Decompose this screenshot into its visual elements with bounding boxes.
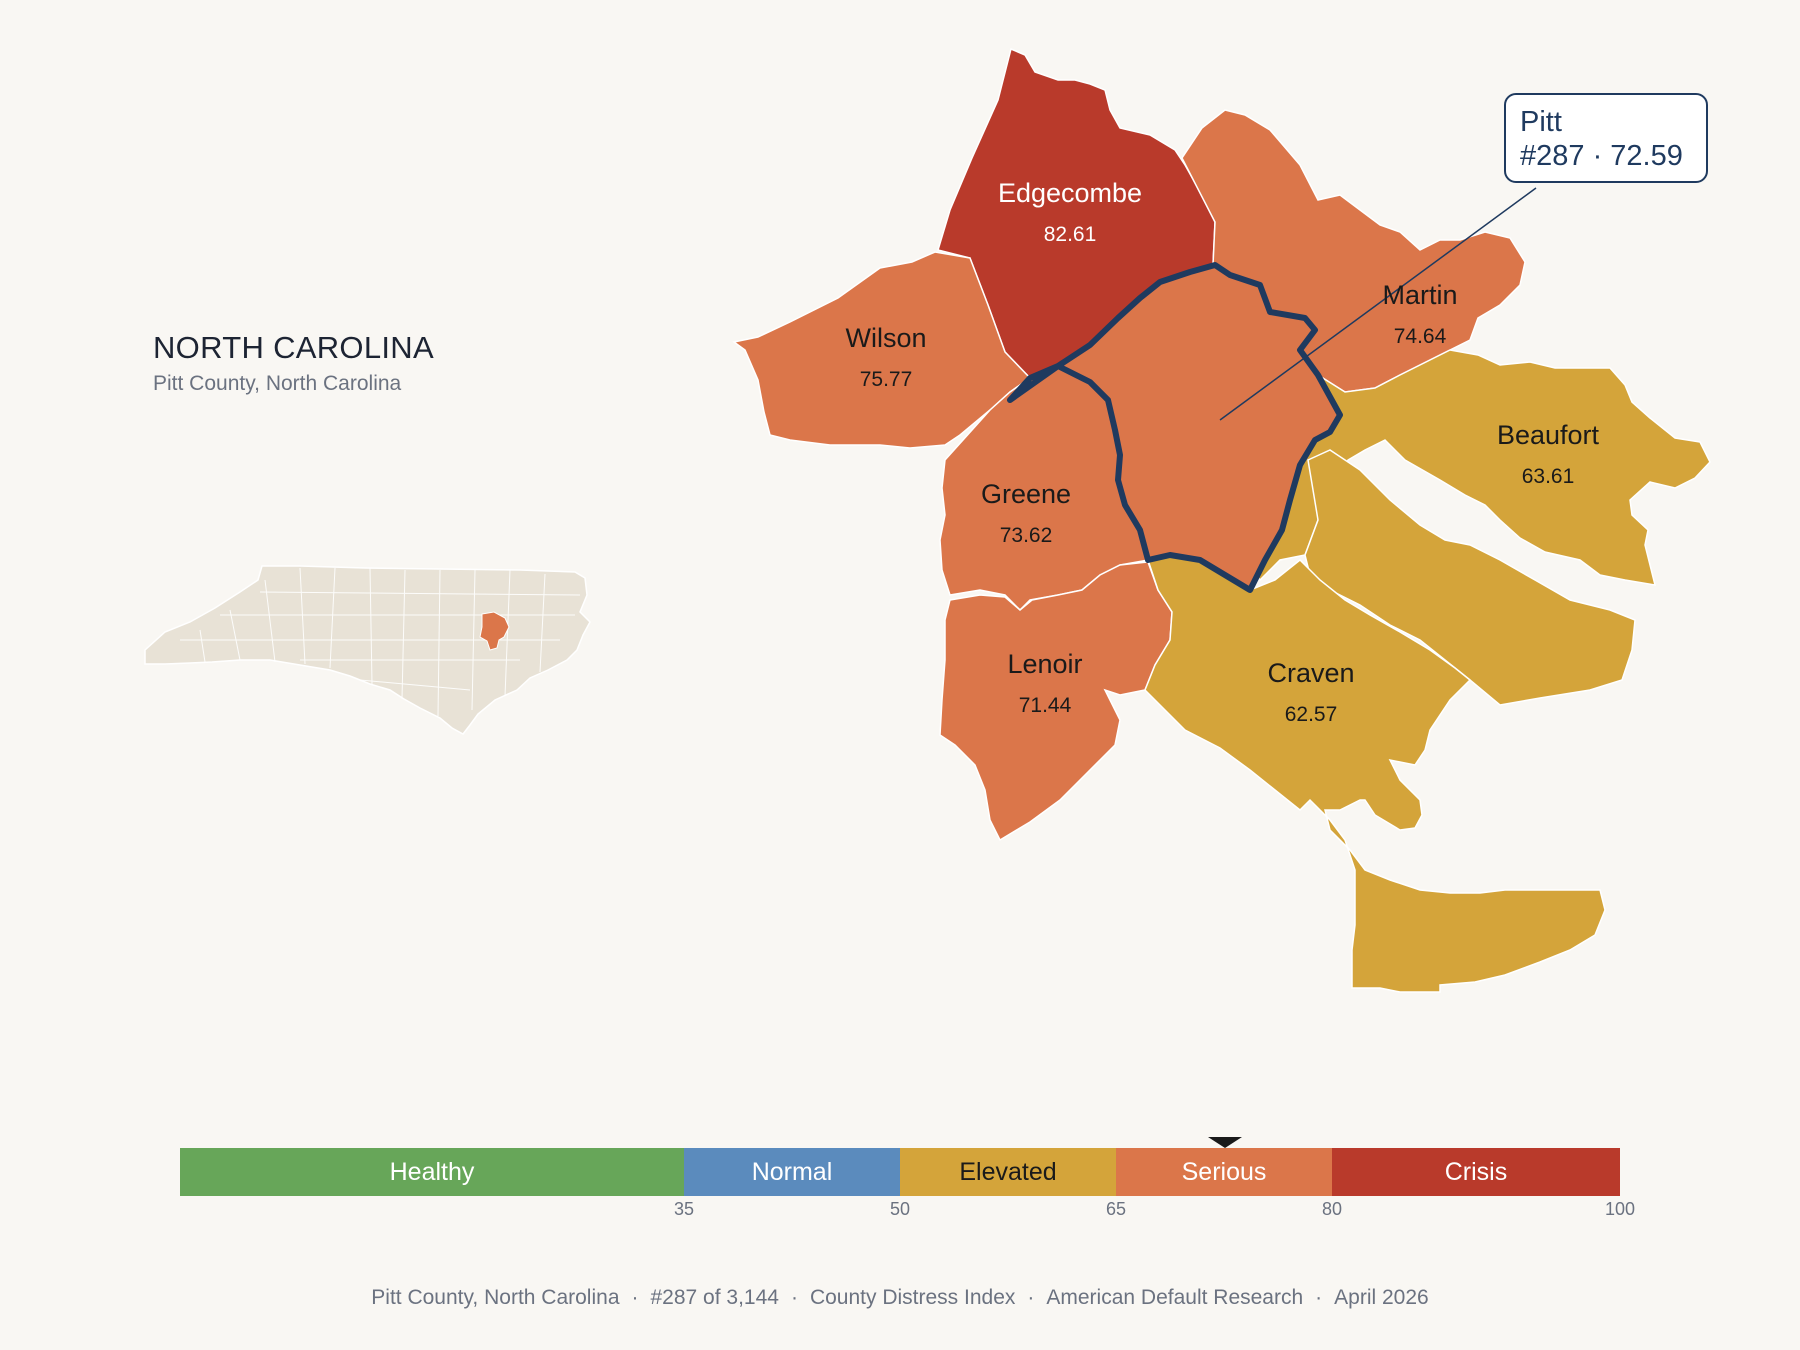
legend-segment-normal: Normal xyxy=(684,1148,900,1196)
legend-segment-elevated: Elevated xyxy=(900,1148,1116,1196)
footer-rank: #287 of 3,144 xyxy=(650,1286,779,1309)
label-martin-score: 74.64 xyxy=(1394,325,1447,348)
label-craven-score: 62.57 xyxy=(1285,703,1338,726)
footer-date: April 2026 xyxy=(1334,1286,1429,1309)
label-edgecombe-score: 82.61 xyxy=(1044,223,1097,246)
label-beaufort-score: 63.61 xyxy=(1522,465,1575,488)
footer-index: County Distress Index xyxy=(809,1286,1016,1309)
pitt-highlight-outline xyxy=(1007,262,1343,593)
label-lenoir-score: 71.44 xyxy=(1019,694,1072,717)
label-craven-name: Craven xyxy=(1267,658,1354,688)
label-greene-score: 73.62 xyxy=(1000,524,1053,547)
footer-separator: · xyxy=(1027,1286,1035,1309)
label-wilson-score: 75.77 xyxy=(860,368,913,391)
legend-tick-35: 35 xyxy=(673,1199,695,1219)
legend-segment-crisis: Crisis xyxy=(1332,1148,1620,1196)
legend-tick-50: 50 xyxy=(889,1199,911,1219)
footer-source: American Default Research xyxy=(1046,1286,1304,1309)
page-title: NORTH CAROLINA xyxy=(153,330,434,365)
callout-leader-line xyxy=(1219,187,1537,421)
legend-segment-serious: Serious xyxy=(1116,1148,1332,1196)
state-inset-map xyxy=(144,565,591,735)
footer-county: Pitt County, North Carolina xyxy=(371,1286,620,1309)
label-greene-name: Greene xyxy=(981,479,1071,509)
county-lenoir[interactable] xyxy=(939,561,1173,842)
label-beaufort-name: Beaufort xyxy=(1497,420,1600,450)
label-edgecombe-name: Edgecombe xyxy=(998,178,1142,208)
north-carolina-state-shape xyxy=(144,565,591,735)
legend-tick-80: 80 xyxy=(1321,1199,1343,1219)
page-subtitle: Pitt County, North Carolina xyxy=(153,372,402,395)
legend-tick-100: 100 xyxy=(1604,1199,1636,1219)
callout-rank-score: #287 · 72.59 xyxy=(1520,140,1683,172)
county-craven[interactable] xyxy=(1144,554,1606,993)
county-beaufort-south-shore xyxy=(1304,449,1636,706)
triangle-down-icon xyxy=(1208,1137,1243,1148)
label-wilson-name: Wilson xyxy=(845,323,926,353)
county-callout: Pitt #287 · 72.59 xyxy=(1504,93,1708,183)
county-beaufort[interactable] xyxy=(1249,349,1711,586)
footer-separator: · xyxy=(790,1286,798,1309)
footer-separator: · xyxy=(631,1286,639,1309)
footer: Pitt County, North Carolina · #287 of 3,14… xyxy=(0,1286,1800,1310)
county-labels: Edgecombe 82.61 Martin 74.64 Wilson 75.7… xyxy=(845,178,1599,726)
label-lenoir-name: Lenoir xyxy=(1007,649,1082,679)
legend-tick-65: 65 xyxy=(1105,1199,1127,1219)
county-polygons xyxy=(732,47,1711,993)
callout-county-name: Pitt xyxy=(1520,106,1562,138)
label-martin-name: Martin xyxy=(1382,280,1457,310)
footer-separator: · xyxy=(1315,1286,1323,1309)
legend-segment-healthy: Healthy xyxy=(180,1148,684,1196)
pitt-county-inset-highlight xyxy=(479,611,510,651)
legend-bar: Healthy Normal Elevated Serious Crisis xyxy=(180,1148,1620,1196)
